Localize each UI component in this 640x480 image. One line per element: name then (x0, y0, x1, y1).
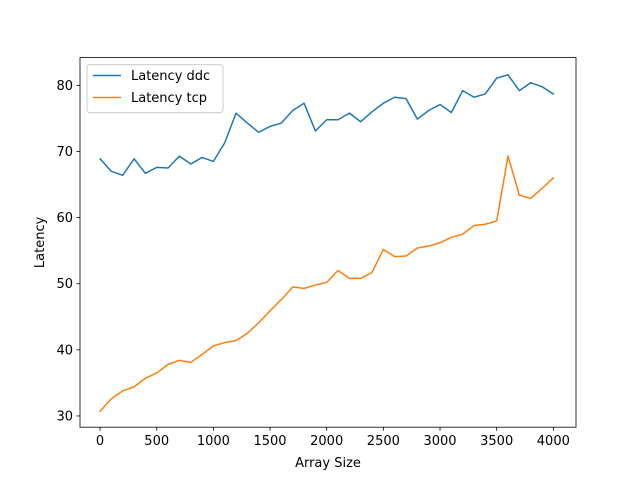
x-axis: 0 500 1000 1500 2000 2500 3000 3500 4000 (96, 427, 570, 449)
x-tick-label: 2000 (310, 434, 343, 449)
y-tick-label: 80 (56, 79, 73, 94)
y-tick-label: 70 (56, 145, 73, 160)
x-tick-label: 0 (96, 434, 104, 449)
x-tick-label: 2500 (367, 434, 400, 449)
series-line-ddc (99, 74, 555, 177)
y-axis-title: Latency (33, 216, 48, 268)
x-tick-label: 3500 (480, 434, 513, 449)
series-line-tcp (99, 155, 555, 413)
x-tick-label: 500 (144, 434, 169, 449)
y-axis: 30 40 50 60 70 80 (56, 79, 80, 424)
legend-label-ddc: Latency ddc (131, 69, 210, 84)
legend-box (86, 64, 224, 114)
legend-label-tcp: Latency tcp (131, 91, 207, 106)
x-tick-label: 1000 (197, 434, 230, 449)
x-tick-label: 1500 (253, 434, 286, 449)
legend: Latency ddc Latency tcp (86, 64, 224, 114)
series-layer (99, 74, 555, 413)
x-axis-title: Array Size (295, 456, 361, 471)
y-tick-label: 50 (56, 277, 73, 292)
y-tick-label: 40 (56, 343, 73, 358)
x-tick-label: 3000 (423, 434, 456, 449)
y-tick-label: 60 (56, 211, 73, 226)
plot-frame (79, 57, 577, 428)
y-tick-label: 30 (56, 409, 73, 424)
x-tick-label: 4000 (537, 434, 570, 449)
